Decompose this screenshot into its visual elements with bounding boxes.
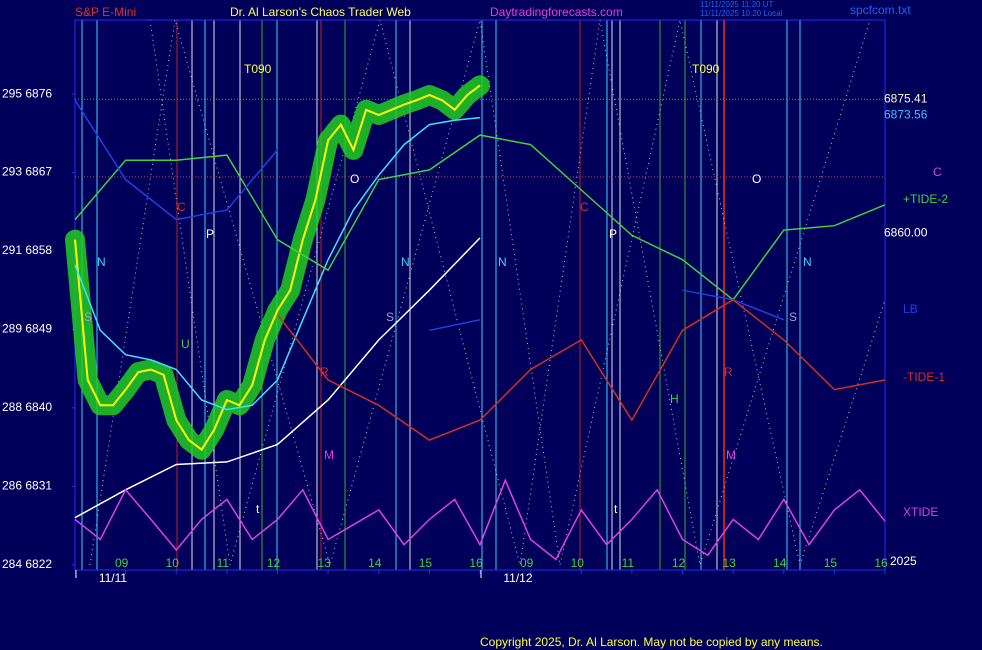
annotation: T090 xyxy=(244,62,272,76)
series-line xyxy=(74,134,886,301)
annotation: H xyxy=(670,392,679,406)
annotation: M xyxy=(726,448,736,462)
price-label: 6875.41 xyxy=(884,91,928,105)
timestamp: 11/11/2025 11:20 UT xyxy=(700,0,774,9)
annotation: t xyxy=(614,502,618,516)
annotation: R xyxy=(320,365,329,379)
timestamp: 11/11/2025 10:20 Local xyxy=(700,9,783,18)
annotation: S xyxy=(386,310,394,324)
x-tick-label: 10 xyxy=(571,556,585,570)
x-tick-label: 11 xyxy=(217,556,230,570)
legend-label: XTIDE xyxy=(903,505,938,519)
x-tick-label: 10 xyxy=(166,556,180,570)
y-tick-label: 295 6876 xyxy=(2,86,52,100)
series-line xyxy=(74,237,481,519)
y-tick-label: 293 6867 xyxy=(2,165,52,179)
series-line xyxy=(74,478,886,561)
annotation: R xyxy=(724,365,733,379)
x-tick-label: 12 xyxy=(672,556,686,570)
annotation: N xyxy=(97,255,106,269)
x-tick-label: 13 xyxy=(722,556,736,570)
annotation: P xyxy=(206,227,214,241)
site-title: Dr. Al Larson's Chaos Trader Web xyxy=(230,5,411,19)
dotted-guide xyxy=(149,18,871,566)
x-tick-label: 09 xyxy=(115,556,129,570)
annotation: O xyxy=(350,172,359,186)
file-name: spcfcom.txt xyxy=(850,3,911,17)
annotation: S xyxy=(84,310,92,324)
x-tick-label: 15 xyxy=(419,556,433,570)
legend-label: +TIDE-2 xyxy=(903,192,948,206)
price-label: 6873.56 xyxy=(884,108,928,122)
annotation: M xyxy=(324,448,334,462)
x-tick-label: 16 xyxy=(469,556,483,570)
legend-label: LB xyxy=(903,302,918,316)
x-tick-label: 13 xyxy=(317,556,331,570)
annotation: t xyxy=(256,502,260,516)
series-line xyxy=(74,84,481,452)
y-tick-label: 288 6840 xyxy=(2,400,52,414)
x-tick-label: 14 xyxy=(368,556,382,570)
annotation: T090 xyxy=(692,62,720,76)
x-tick-label: 12 xyxy=(267,556,281,570)
annotation: P xyxy=(609,227,617,241)
y-tick-label: 291 6858 xyxy=(2,243,52,257)
site-url: Daytradingforecasts.com xyxy=(490,5,623,19)
annotation: N xyxy=(803,255,812,269)
y-tick-label: 286 6831 xyxy=(2,478,52,492)
y-tick-label: 284 6822 xyxy=(2,557,52,571)
y-tick-label: 289 6849 xyxy=(2,322,52,336)
series-line xyxy=(276,298,886,441)
annotation: C xyxy=(580,200,589,214)
x-tick-label: 11 xyxy=(622,556,635,570)
x-tick-label: 14 xyxy=(773,556,787,570)
annotation: C xyxy=(933,165,942,179)
series-line xyxy=(74,116,481,411)
annotation: O xyxy=(752,172,761,186)
annotation: C xyxy=(177,200,186,214)
chart-title: S&P E-Mini xyxy=(75,5,136,19)
x-tick-label: 16 xyxy=(874,556,888,570)
legend-label: -TIDE-1 xyxy=(903,370,945,384)
annotation: 2025 xyxy=(890,554,917,568)
annotation: N xyxy=(498,255,507,269)
price-label: 6860.00 xyxy=(884,226,928,240)
date-label: 11/11 xyxy=(99,571,128,585)
annotation: S xyxy=(789,310,797,324)
x-tick-label: 09 xyxy=(520,556,534,570)
date-label: 11/12 xyxy=(503,571,532,585)
copyright: Copyright 2025, Dr. Al Larson. May not b… xyxy=(480,635,823,649)
annotation: N xyxy=(401,255,410,269)
annotation: U xyxy=(181,337,190,351)
x-tick-label: 15 xyxy=(824,556,838,570)
time-markers xyxy=(81,18,886,570)
